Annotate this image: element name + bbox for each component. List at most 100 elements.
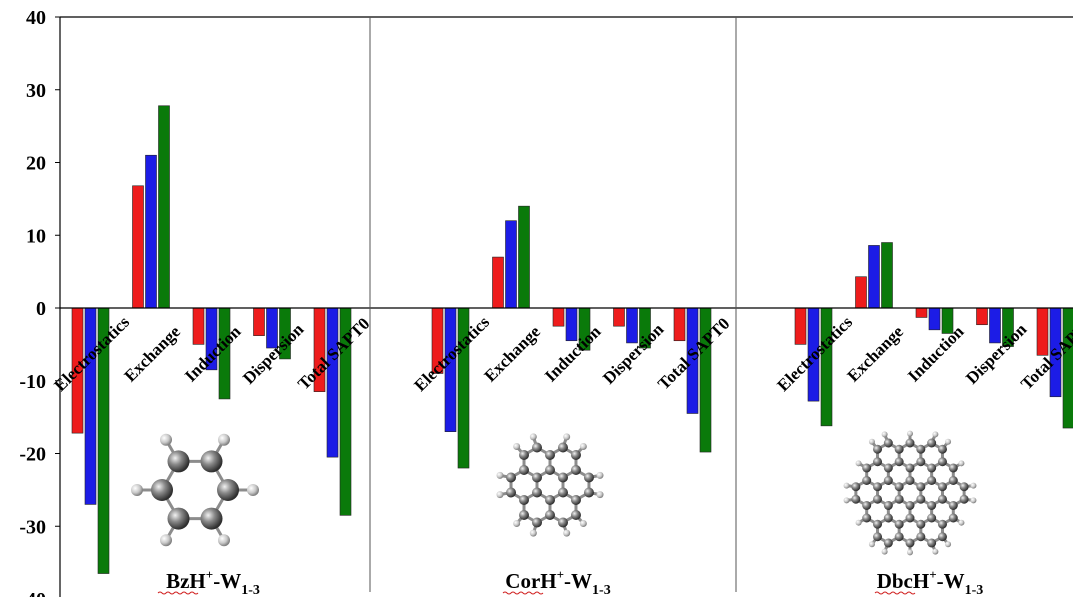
carbon-atom: [905, 476, 915, 485]
carbon-atom: [200, 450, 223, 473]
spellcheck-underline: [874, 591, 916, 595]
hydrogen-atom: [160, 433, 172, 446]
carbon-atom: [506, 487, 517, 498]
carbon-atom: [927, 476, 937, 485]
carbon-atom: [873, 457, 883, 467]
hydrogen-atom: [529, 433, 537, 441]
category-label: Exchange: [481, 322, 545, 386]
carbon-atom: [883, 501, 893, 510]
bar: [253, 307, 265, 336]
hydrogen-atom: [881, 431, 888, 438]
bar: [915, 307, 928, 318]
carbon-atom: [927, 438, 937, 448]
carbon-atom: [883, 538, 893, 548]
y-axis: 40 30 20 10 0 -10 -20 -30 -40: [19, 7, 60, 597]
carbon-atom: [557, 487, 568, 498]
hydrogen-atom: [958, 519, 965, 526]
hydrogen-atom: [160, 534, 172, 547]
hydrogen-atom: [970, 497, 977, 504]
carbon-atom: [894, 532, 904, 542]
carbon-atom: [916, 457, 926, 467]
hydrogen-atom: [958, 460, 965, 467]
group-label: BzH+-W1-3: [166, 567, 260, 597]
carbon-atom: [583, 487, 594, 498]
carbon-atom: [905, 463, 915, 473]
hydrogen-atom: [579, 520, 587, 528]
carbon-atom: [851, 494, 861, 504]
hydrogen-atom: [563, 433, 571, 441]
y-tick-label: 20: [26, 153, 46, 175]
hydrogen-atom: [945, 438, 952, 445]
category-label: Exchange: [844, 322, 908, 386]
carbon-atom: [959, 482, 969, 492]
carbon-atom: [873, 532, 883, 542]
spellcheck-underline: [157, 591, 199, 595]
hydrogen-atom: [218, 534, 230, 547]
carbon-atom: [167, 450, 190, 473]
hydrogen-atom: [579, 442, 587, 450]
bar: [518, 205, 530, 309]
bar: [881, 242, 893, 309]
bar: [552, 307, 565, 327]
carbon-atom: [851, 482, 861, 492]
carbon-atom: [916, 482, 926, 492]
spellcheck-underline: [502, 591, 544, 595]
y-tick-label: -10: [19, 371, 46, 393]
carbon-atom: [583, 472, 594, 483]
carbon-atom: [948, 463, 958, 473]
y-tick-label: 40: [26, 7, 46, 29]
carbon-atom: [905, 438, 915, 448]
carbon-atom: [927, 513, 937, 523]
carbon-atom: [937, 482, 947, 492]
hydrogen-atom: [881, 548, 888, 555]
hydrogen-atom: [907, 430, 913, 437]
hydrogen-atom: [843, 482, 850, 489]
bar: [794, 307, 807, 345]
carbon-atom: [894, 519, 904, 529]
bar: [613, 307, 625, 327]
bar: [565, 307, 578, 342]
hydrogen-atom: [855, 460, 862, 467]
carbon-atom: [948, 513, 958, 523]
hydrogen-atom: [513, 442, 521, 450]
carbon-atom: [862, 501, 872, 510]
y-tick-label: -30: [19, 516, 46, 538]
carbon-atom: [959, 494, 969, 504]
hydrogen-atom: [496, 491, 504, 499]
bar: [505, 220, 517, 309]
carbon-atom: [883, 513, 893, 523]
carbon-atom: [862, 463, 872, 473]
bar: [673, 307, 686, 342]
carbon-atom: [519, 450, 530, 460]
carbon-atom: [519, 510, 530, 520]
carbon-atom: [883, 463, 893, 473]
bars: [71, 105, 1073, 574]
carbon-atom: [570, 465, 581, 475]
carbon-atom: [905, 513, 915, 523]
carbon-atom: [905, 501, 915, 510]
hydrogen-atom: [247, 484, 259, 496]
carbon-atom: [873, 519, 883, 529]
carbon-atom: [873, 444, 883, 454]
carbon-atom: [916, 532, 926, 542]
hydrogen-atom: [596, 491, 604, 499]
carbon-atom: [916, 494, 926, 504]
group-labels: BzH+-W1-3 CorH+-W1-3 DbcH+-W1-3: [157, 567, 983, 597]
carbon-atom: [545, 465, 555, 475]
carbon-atom: [937, 494, 947, 504]
y-tick-label: -20: [19, 444, 46, 466]
carbon-atom: [894, 494, 904, 504]
carbon-atom: [916, 519, 926, 529]
carbon-atom: [916, 444, 926, 454]
carbon-atom: [519, 465, 530, 475]
bar: [492, 256, 504, 309]
carbon-atom: [894, 444, 904, 454]
y-tick-label: -40: [19, 589, 46, 597]
carbon-atom: [927, 538, 937, 548]
bar: [326, 307, 339, 458]
carbon-atom: [532, 472, 543, 483]
carbon-atom: [200, 507, 223, 530]
carbon-atom: [532, 487, 543, 498]
carbon-atom: [927, 463, 937, 473]
